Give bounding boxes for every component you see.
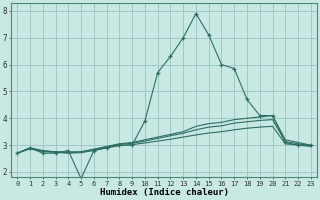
- X-axis label: Humidex (Indice chaleur): Humidex (Indice chaleur): [100, 188, 228, 197]
